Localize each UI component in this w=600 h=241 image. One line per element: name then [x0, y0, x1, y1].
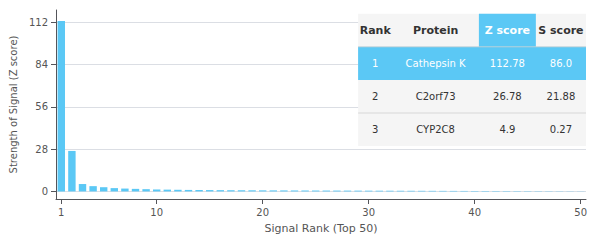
svg-text:20: 20	[256, 207, 269, 218]
svg-text:26.78: 26.78	[493, 91, 522, 102]
svg-text:2: 2	[372, 91, 378, 102]
svg-text:Rank: Rank	[360, 24, 392, 37]
svg-text:Cathepsin K: Cathepsin K	[406, 58, 466, 69]
svg-text:112.78: 112.78	[490, 58, 525, 69]
svg-text:40: 40	[468, 207, 481, 218]
svg-text:1: 1	[58, 207, 64, 218]
svg-text:21.88: 21.88	[547, 91, 576, 102]
svg-text:56: 56	[35, 101, 48, 112]
svg-text:112: 112	[29, 17, 48, 28]
svg-text:86.0: 86.0	[550, 58, 572, 69]
svg-text:50: 50	[574, 207, 587, 218]
svg-text:30: 30	[362, 207, 375, 218]
svg-text:Protein: Protein	[413, 24, 458, 37]
svg-text:3: 3	[372, 124, 378, 135]
svg-text:S score: S score	[538, 24, 583, 37]
svg-text:28: 28	[35, 144, 48, 155]
svg-text:Z score: Z score	[485, 24, 530, 37]
svg-text:Strength of Signal (Z score): Strength of Signal (Z score)	[8, 35, 19, 173]
svg-text:0.27: 0.27	[550, 124, 572, 135]
svg-text:CYP2C8: CYP2C8	[416, 124, 455, 135]
svg-text:10: 10	[150, 207, 163, 218]
svg-text:1: 1	[372, 58, 378, 69]
svg-text:84: 84	[35, 59, 48, 70]
svg-text:0: 0	[42, 186, 48, 197]
svg-text:4.9: 4.9	[499, 124, 515, 135]
svg-text:C2orf73: C2orf73	[416, 91, 456, 102]
svg-text:Signal Rank (Top 50): Signal Rank (Top 50)	[265, 222, 378, 235]
